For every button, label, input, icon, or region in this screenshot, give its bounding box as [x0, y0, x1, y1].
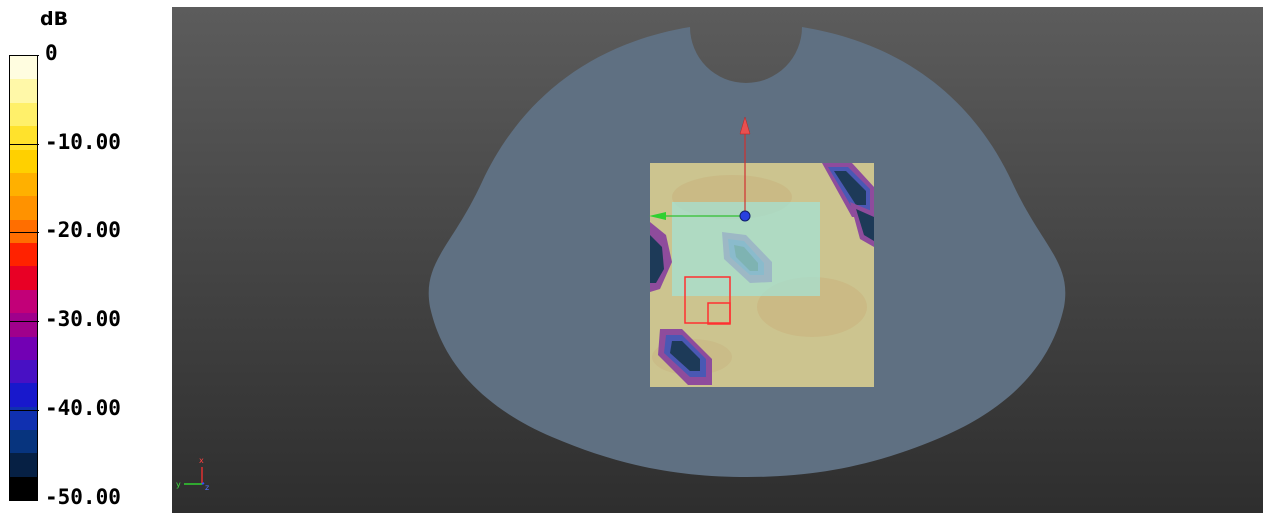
transform-gizmo[interactable]	[649, 116, 751, 222]
field-hotspot	[822, 163, 874, 217]
legend-swatch	[10, 406, 37, 430]
legend-swatch	[10, 102, 37, 127]
legend-swatch	[10, 430, 37, 454]
legend-unit-label: dB	[40, 8, 69, 30]
legend-swatch	[10, 383, 37, 407]
legend-swatch	[10, 359, 37, 384]
gizmo-left-arrow[interactable]	[649, 212, 666, 220]
axis-y-label: y	[176, 480, 181, 489]
field-hotspot	[658, 329, 712, 385]
legend-swatch	[10, 196, 37, 220]
legend-tick-label-30: -30.00	[45, 307, 121, 331]
legend-swatch	[10, 219, 37, 243]
legend-tick-line	[9, 232, 39, 233]
legend-swatch	[10, 313, 37, 337]
legend-swatch	[10, 79, 37, 103]
legend-tick-label-50: -50.00	[45, 485, 121, 509]
legend-swatch	[10, 126, 37, 150]
legend-tick-line	[9, 55, 39, 56]
axis-z-label: z	[205, 483, 209, 492]
gizmo-center-handle[interactable]	[739, 210, 751, 222]
legend-tick-label-20: -20.00	[45, 218, 121, 242]
legend-tick-label-0: 0	[45, 41, 58, 65]
legend-tick-label-10: -10.00	[45, 130, 121, 154]
legend-tick-line	[9, 321, 39, 322]
legend-swatch	[10, 172, 37, 197]
legend-tick-line	[9, 144, 39, 145]
axes-triad: x y z	[176, 456, 209, 492]
scene-canvas[interactable]: x y z	[172, 7, 1263, 513]
measurement-box-small[interactable]	[707, 302, 731, 325]
field-map	[650, 163, 874, 387]
legend-tick-label-40: -40.00	[45, 396, 121, 420]
axis-x-label: x	[199, 456, 204, 465]
legend-color-bar	[9, 55, 38, 501]
legend-swatch	[10, 266, 37, 290]
legend-swatch	[10, 476, 37, 501]
legend-swatch	[10, 336, 37, 360]
legend-swatch	[10, 56, 37, 80]
legend-tick-line	[9, 410, 39, 411]
gizmo-up-arrow[interactable]	[739, 116, 751, 135]
field-hotspot	[650, 222, 672, 292]
field-hotspot	[850, 202, 874, 247]
legend-swatch	[10, 453, 37, 477]
legend-swatch	[10, 289, 37, 314]
3d-viewport[interactable]: x y z	[172, 7, 1263, 513]
legend-swatch	[10, 243, 37, 267]
legend-swatch	[10, 149, 37, 173]
color-legend: dB 0 -10.00 -20.00 -30.00 -40.00 -50.00	[0, 0, 172, 513]
